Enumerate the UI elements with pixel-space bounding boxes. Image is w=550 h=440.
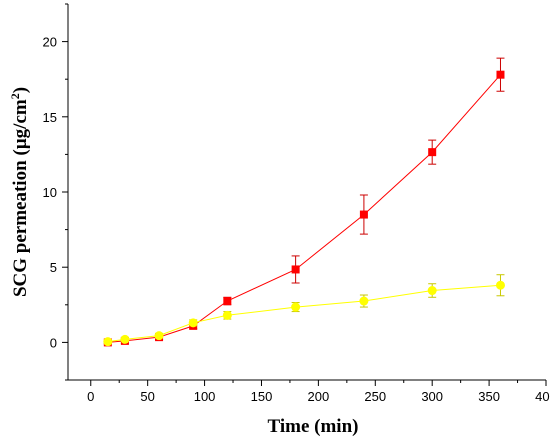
y-tick-label: 20 xyxy=(43,35,57,50)
data-point-circle xyxy=(154,331,164,341)
x-tick-label: 350 xyxy=(478,389,500,404)
data-point-circle xyxy=(103,337,113,347)
x-tick-label: 0 xyxy=(87,389,94,404)
data-point-square xyxy=(291,265,300,274)
series-layer xyxy=(103,57,505,347)
data-point-circle xyxy=(291,302,301,312)
y-tick-label: 15 xyxy=(43,110,57,125)
x-tick-label: 50 xyxy=(140,389,154,404)
y-tick-label: 5 xyxy=(50,260,57,275)
series-line xyxy=(107,284,501,343)
ticks: 0 50 100 150 200 250 300 350 400 0 5 10 15 20 xyxy=(43,3,550,404)
data-point-circle xyxy=(359,296,369,306)
axes xyxy=(67,4,546,381)
data-point-circle xyxy=(120,334,130,344)
x-tick-label: 200 xyxy=(308,389,330,404)
x-tick-label: 150 xyxy=(251,389,273,404)
y-tick-label: 10 xyxy=(43,185,57,200)
data-point-circle xyxy=(495,280,505,290)
series-2 xyxy=(103,274,505,347)
data-point-square xyxy=(359,210,368,219)
x-tick-label: 300 xyxy=(421,389,443,404)
x-tick-label: 400 xyxy=(535,389,550,404)
data-point-circle xyxy=(188,318,198,328)
y-axis-title-close: ) xyxy=(10,87,31,93)
y-axis-title-main: SCG permeation (µg/cm xyxy=(10,99,31,297)
data-point-square xyxy=(428,148,437,157)
series-1 xyxy=(103,57,505,347)
series-line xyxy=(107,74,501,343)
y-tick-label: 0 xyxy=(50,335,57,350)
y-axis-title: SCG permeation (µg/cm2) xyxy=(8,87,31,297)
x-tick-label: 250 xyxy=(364,389,386,404)
y-axis-title-superscript: 2 xyxy=(8,93,22,99)
data-point-square xyxy=(496,70,505,79)
x-tick-label: 100 xyxy=(194,389,216,404)
data-point-square xyxy=(223,297,232,306)
x-axis-title: Time (min) xyxy=(268,416,359,437)
data-point-circle xyxy=(222,310,232,320)
data-point-circle xyxy=(427,286,437,296)
